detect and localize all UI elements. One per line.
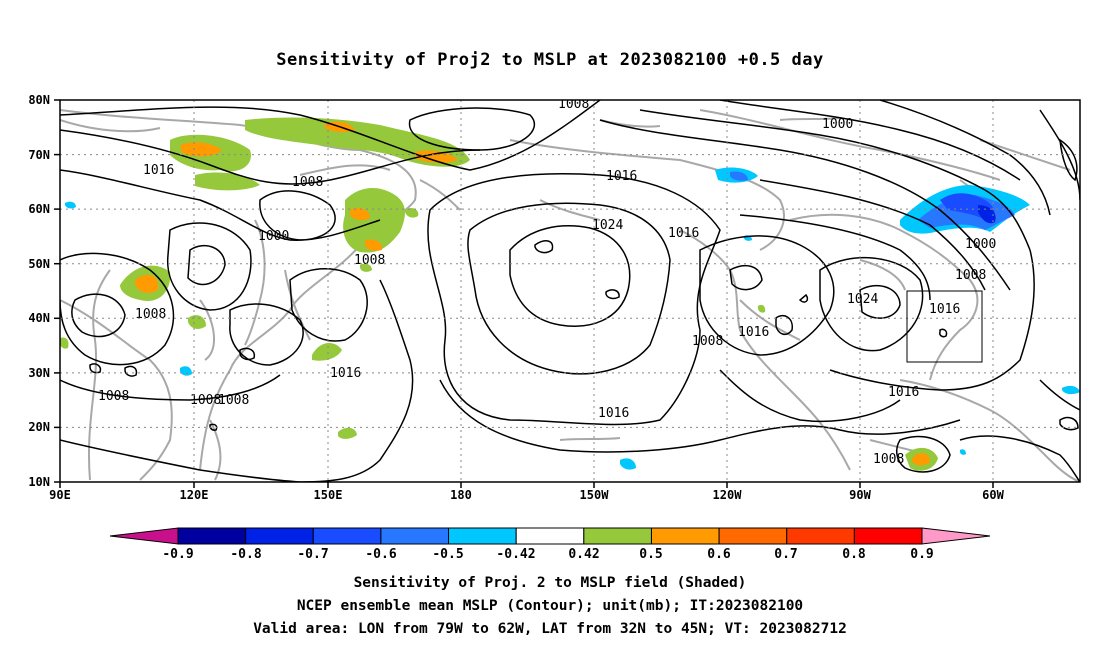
contour-label: 1016 [143, 163, 174, 178]
colorbar-swatch [853, 527, 923, 545]
lon-tick-label: 120E [180, 488, 209, 502]
colorbar-high-end [921, 527, 991, 545]
lat-tick-label: 70N [28, 148, 50, 162]
contour-label: 1016 [738, 325, 769, 340]
colorbar-label: 0.5 [639, 547, 662, 562]
lon-tick-label: 90W [849, 488, 871, 502]
contour-label: 1016 [330, 366, 361, 381]
lat-tick-label: 60N [28, 202, 50, 216]
contour-label: 1008 [292, 175, 323, 190]
contour-label: 1008 [692, 334, 723, 349]
colorbar: -0.9 -0.8 -0.7 -0.6 -0.5 -0.42 0.42 0.5 … [109, 527, 991, 562]
lat-tick-label: 20N [28, 420, 50, 434]
contour-label: 1024 [847, 292, 878, 307]
contour-label: 1000 [965, 237, 996, 252]
contour-label: 1008 [218, 393, 249, 408]
lon-tick-label: 60W [982, 488, 1004, 502]
lat-tick-label: 10N [28, 475, 50, 489]
colorbar-label: -0.6 [365, 547, 396, 562]
colorbar-labels: -0.9 -0.8 -0.7 -0.6 -0.5 -0.42 0.42 0.5 … [162, 547, 933, 562]
contour-label: 1024 [592, 218, 623, 233]
colorbar-label: 0.42 [568, 547, 599, 562]
colorbar-swatch [650, 527, 720, 545]
map-title: Sensitivity of Proj2 to MSLP at 20230821… [276, 50, 824, 70]
lat-tick-label: 80N [28, 93, 50, 107]
contour-label: 1008 [873, 452, 904, 467]
colorbar-swatch [515, 527, 585, 545]
contour-label: 1008 [190, 393, 221, 408]
caption-contour: NCEP ensemble mean MSLP (Contour); unit(… [296, 598, 804, 614]
colorbar-swatch [312, 527, 382, 545]
colorbar-label: -0.7 [297, 547, 328, 562]
colorbar-label: -0.8 [230, 547, 261, 562]
colorbar-label: -0.9 [162, 547, 193, 562]
colorbar-swatch [718, 527, 788, 545]
colorbar-swatch [245, 527, 314, 545]
colorbar-swatch [786, 527, 855, 545]
lon-tick-label: 150W [580, 488, 610, 502]
contour-labels: 1008 1000 1016 1008 1000 1008 1016 1024 … [98, 97, 996, 467]
lon-tick-label: 150E [314, 488, 343, 502]
colorbar-swatches [177, 527, 923, 545]
caption-valid-area: Valid area: LON from 79W to 62W, LAT fro… [253, 621, 847, 637]
lat-tick-label: 50N [28, 257, 50, 271]
positive-sensitivity-shading [60, 117, 938, 471]
colorbar-low-end [109, 527, 179, 545]
axis-ticks [54, 99, 994, 488]
contour-label: 1000 [258, 229, 289, 244]
latitude-labels: 80N 70N 60N 50N 40N 30N 20N 10N [28, 93, 50, 489]
valid-area-box [906, 290, 983, 363]
colorbar-label: 0.7 [774, 547, 797, 562]
colorbar-label: 0.6 [707, 547, 731, 562]
colorbar-swatch [448, 527, 517, 545]
colorbar-swatch [380, 527, 450, 545]
lon-tick-label: 90E [49, 488, 71, 502]
contour-label: 1016 [606, 169, 637, 184]
contour-label: 1016 [929, 302, 960, 317]
contour-label: 1008 [955, 268, 986, 283]
colorbar-label: 0.9 [910, 547, 933, 562]
colorbar-label: 0.8 [842, 547, 866, 562]
contour-label: 1008 [354, 253, 385, 268]
lat-tick-label: 40N [28, 311, 50, 325]
lon-tick-label: 120W [713, 488, 743, 502]
colorbar-swatch [583, 527, 652, 545]
negative-sensitivity-shading [65, 167, 1080, 470]
mslp-contours [60, 100, 1080, 482]
colorbar-label: -0.42 [496, 547, 535, 562]
contour-label: 1016 [888, 385, 919, 400]
contour-label: 1016 [668, 226, 699, 241]
lon-tick-label: 180 [450, 488, 472, 502]
contour-label: 1016 [598, 406, 629, 421]
colorbar-label: -0.5 [432, 547, 463, 562]
contour-label: 1008 [98, 389, 129, 404]
longitude-labels: 90E 120E 150E 180 150W 120W 90W 60W [49, 488, 1004, 502]
caption-shading: Sensitivity of Proj. 2 to MSLP field (Sh… [353, 575, 747, 591]
contour-label: 1000 [822, 117, 853, 132]
contour-label: 1008 [558, 97, 589, 112]
contour-label: 1008 [135, 307, 166, 322]
lat-tick-label: 30N [28, 366, 50, 380]
colorbar-swatch [177, 527, 247, 545]
plot-frame [59, 99, 1081, 483]
gridlines [60, 100, 1080, 482]
